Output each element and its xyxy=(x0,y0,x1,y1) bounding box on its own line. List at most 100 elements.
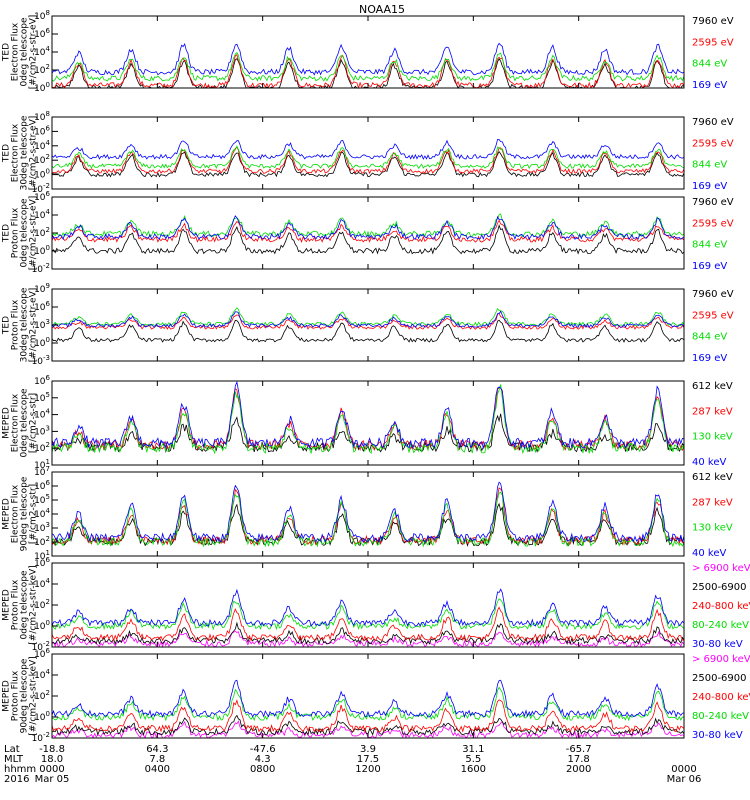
time-axis-tick-label: -47.6 xyxy=(250,744,276,755)
series-line-red xyxy=(51,487,684,546)
y-tick-label: 102 xyxy=(34,441,50,454)
time-axis-tick-label: 5.5 xyxy=(465,754,481,765)
legend-entry: 169 eV xyxy=(692,261,727,272)
y-tick-label: 104 xyxy=(34,668,50,681)
legend-entry: 240-800 keV xyxy=(692,601,750,612)
panel-1: 7960 eV 2595 eV 844 eV 169 eV 108 106 104 102 10… xyxy=(2,9,734,94)
legend-entry: 40 keV xyxy=(692,548,726,559)
legend-entry: 844 eV xyxy=(692,240,727,251)
time-axis-tick-label: 1600 xyxy=(461,764,486,775)
series-line-red xyxy=(51,606,685,642)
series-line-blue xyxy=(51,679,685,719)
y-tick-label: 102 xyxy=(34,153,50,166)
y-tick-label: 102 xyxy=(34,535,50,548)
time-axis-tick-label: -18.8 xyxy=(39,744,65,755)
time-axis-tick-label: 17.8 xyxy=(568,754,590,765)
series-line-blue xyxy=(51,138,685,160)
series-line-green xyxy=(51,686,685,722)
y-tick-label: 102 xyxy=(34,689,50,702)
y-tick-label: 106 xyxy=(34,647,50,660)
series-line-red xyxy=(51,146,685,175)
legend-entry: 612 keV xyxy=(692,472,733,483)
legend-entry: 2500-6900 xyxy=(692,582,747,593)
legend-entry: 2595 eV xyxy=(692,218,734,229)
y-tick-label: 105 xyxy=(34,493,50,506)
legend-entry: 7960 eV xyxy=(692,197,734,208)
y-tick-label: 106 xyxy=(34,374,50,387)
legend-entry: 7960 eV xyxy=(692,289,734,300)
time-axis-tick-label: Mar 05 xyxy=(35,774,70,785)
series-line-green xyxy=(51,491,685,548)
time-axis-tick-label: 0000 xyxy=(671,764,696,775)
time-axis-tick-label: 0800 xyxy=(250,764,275,775)
legend-entry: 7960 eV xyxy=(692,16,734,27)
y-axis-label: MEPEDElectron Flux0deg telescope[#/cm2-s… xyxy=(2,388,39,458)
series-line-green xyxy=(51,51,685,82)
time-axis-tick-label: 2000 xyxy=(566,764,591,775)
time-axis-tick-label: 64.3 xyxy=(146,744,168,755)
legend-entry: 169 eV xyxy=(692,80,727,91)
legend-entry: 287 keV xyxy=(692,406,733,417)
panel-8: > 6900 keV 2500-6900 240-800 keV 80-240 keV… xyxy=(2,647,750,744)
y-tick-label: 108 xyxy=(34,110,50,123)
y-axis-label: TEDProton Flux30deg telescope[#/cm2-s-st… xyxy=(2,287,39,362)
y-tick-label: 10-2 xyxy=(32,262,50,275)
legend-entry: 2500-6900 xyxy=(692,673,747,684)
series-line-blue xyxy=(51,310,685,329)
y-tick-label: 101 xyxy=(34,549,50,562)
series-line-red xyxy=(51,699,685,733)
legend-entry: > 6900 keV xyxy=(692,563,750,574)
legend-entry: 7960 eV xyxy=(692,117,734,128)
series-line-red xyxy=(51,387,685,452)
time-axis-tick-label: 17.5 xyxy=(357,754,379,765)
time-axis-tick-label: 7.8 xyxy=(149,754,165,765)
y-tick-label: 104 xyxy=(34,45,50,58)
legend-entry: 130 keV xyxy=(692,523,733,534)
series-line-blue xyxy=(51,588,685,628)
legend-entry: 2595 eV xyxy=(692,37,734,48)
series-line-green xyxy=(51,145,685,170)
time-axis-tick-label: 1200 xyxy=(355,764,380,775)
legend-entry: 844 eV xyxy=(692,332,727,343)
time-axis-row-label: 2016 xyxy=(4,774,29,785)
panel-3: 7960 eV 2595 eV 844 eV 169 eV 106 104 102 100 10… xyxy=(2,190,734,275)
time-axis-tick-label: 31.1 xyxy=(462,744,484,755)
time-axis-tick-label: Mar 06 xyxy=(667,774,702,785)
legend-entry: 80-240 keV xyxy=(692,620,749,631)
time-axis-tick-label: 3.9 xyxy=(360,744,376,755)
panel-frame xyxy=(51,562,685,648)
series-line-green xyxy=(51,213,685,238)
series-line-green xyxy=(51,307,685,327)
panel-4: 7960 eV 2595 eV 844 eV 169 eV 109 106 103 100 10… xyxy=(2,282,734,367)
y-tick-label: 102 xyxy=(34,226,50,239)
y-tick-label: 101 xyxy=(34,458,50,471)
y-tick-label: 104 xyxy=(34,577,50,590)
panel-5: 612 keV 287 keV 130 keV 40 keV 106 105 104 103 1… xyxy=(2,374,733,471)
series-line-black xyxy=(51,621,685,646)
legend-entry: 287 keV xyxy=(692,497,733,508)
y-tick-label: 105 xyxy=(34,391,50,404)
y-tick-label: 100 xyxy=(34,168,50,181)
y-axis-label: MEPEDElectron Flux90deg telescope[#/cm2-… xyxy=(2,476,39,551)
y-tick-label: 108 xyxy=(34,9,50,22)
legend-entry: > 6900 keV xyxy=(692,654,750,665)
time-axis-tick-label: 4.3 xyxy=(255,754,271,765)
time-axis-row-label: Lat xyxy=(4,744,20,755)
y-tick-label: 106 xyxy=(34,27,50,40)
legend-entry: 844 eV xyxy=(692,59,727,70)
y-axis-label: MEPEDProton Flux0deg telescope[#/cm2-s-s… xyxy=(2,565,39,644)
y-tick-label: 100 xyxy=(34,710,50,723)
legend-entry: 169 eV xyxy=(692,181,727,192)
y-tick-label: 109 xyxy=(34,282,50,295)
y-tick-label: 106 xyxy=(34,556,50,569)
y-axis-label: TEDElectron Flux30deg telescope[#/cm2-s-… xyxy=(2,115,39,190)
panel-frame xyxy=(51,116,685,190)
time-axis-tick-label: 18.0 xyxy=(41,754,63,765)
time-axis-tick-label: 0000 xyxy=(39,764,64,775)
legend-entry: 240-800 keV xyxy=(692,692,750,703)
